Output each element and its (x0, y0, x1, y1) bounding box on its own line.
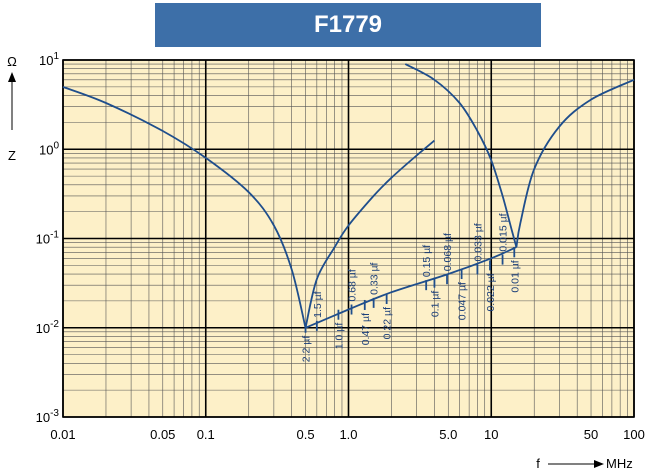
x-tick-label: 1.0 (339, 427, 357, 442)
x-tick-label: 5.0 (439, 427, 457, 442)
capacitor-label: 0.033 µf (472, 223, 484, 261)
capacitor-label: 0.047 µf (457, 282, 469, 320)
x-tick-label: 100 (623, 427, 645, 442)
axis-titles: Ω Zf MHz (7, 54, 633, 471)
x-tick-label: 0.1 (197, 427, 215, 442)
capacitor-label: 0.015 µf (498, 213, 510, 251)
capacitor-label: 2.2 µf (301, 336, 313, 363)
x-tick-label: 10 (484, 427, 498, 442)
capacitor-label: 0.1 µf (429, 291, 441, 318)
y-tick-label: 10-3 (36, 408, 60, 425)
impedance-curve-2 (304, 139, 435, 329)
y-tick-label: 101 (39, 51, 59, 68)
capacitor-label: 1.5 µf (312, 291, 324, 318)
y-tick-label: 10-1 (36, 230, 60, 247)
impedance-curve-4 (404, 63, 518, 248)
x-tick-label: 0.05 (150, 427, 175, 442)
x-tick-label: 0.01 (50, 427, 75, 442)
plot-border (62, 59, 635, 418)
capacitor-label: 0.01 µf (509, 260, 521, 292)
x-axis-unit: MHz (606, 456, 633, 471)
capacitor-label: 0.068 µf (442, 233, 454, 271)
impedance-curve-5 (515, 78, 635, 248)
capacitor-label: 0.22 µf (382, 307, 394, 339)
y-tick-labels: 101 100 10-1 10-2 10-3 (36, 51, 60, 425)
x-tick-labels: 0.01 0.05 0.1 0.5 1.0 5.0 10 50 100 (50, 427, 645, 442)
y-tick-label: 100 (39, 140, 59, 157)
capacitor-label: 0.022 µf (485, 273, 497, 311)
major-grid (62, 59, 635, 418)
capacitor-label: 0.15 µf (421, 245, 433, 277)
y-axis-arrowhead (8, 72, 16, 82)
y-axis-unit: Ω (7, 54, 17, 69)
x-axis-label: f (536, 456, 540, 471)
x-tick-label: 50 (584, 427, 598, 442)
x-tick-label: 0.5 (296, 427, 314, 442)
capacitor-label: 0.47 µf (360, 313, 372, 345)
capacitor-label: 1.0 µf (333, 323, 345, 350)
y-tick-label: 10-2 (36, 319, 60, 336)
impedance-curves (62, 63, 635, 329)
impedance-curve-1 (62, 86, 307, 329)
x-axis-arrowhead (594, 460, 604, 468)
chart-title: F1779 (155, 3, 541, 47)
y-axis-label: Z (8, 148, 16, 163)
capacitor-label: 0.68 µf (347, 269, 359, 301)
capacitor-markers: 2.2 µf 1.5 µf 1.0 µf 0.68 µf0.47 µf 0.33 µf 0… (301, 213, 522, 362)
impedance-curve-3 (305, 246, 517, 329)
capacitor-label: 0.33 µf (369, 262, 381, 294)
